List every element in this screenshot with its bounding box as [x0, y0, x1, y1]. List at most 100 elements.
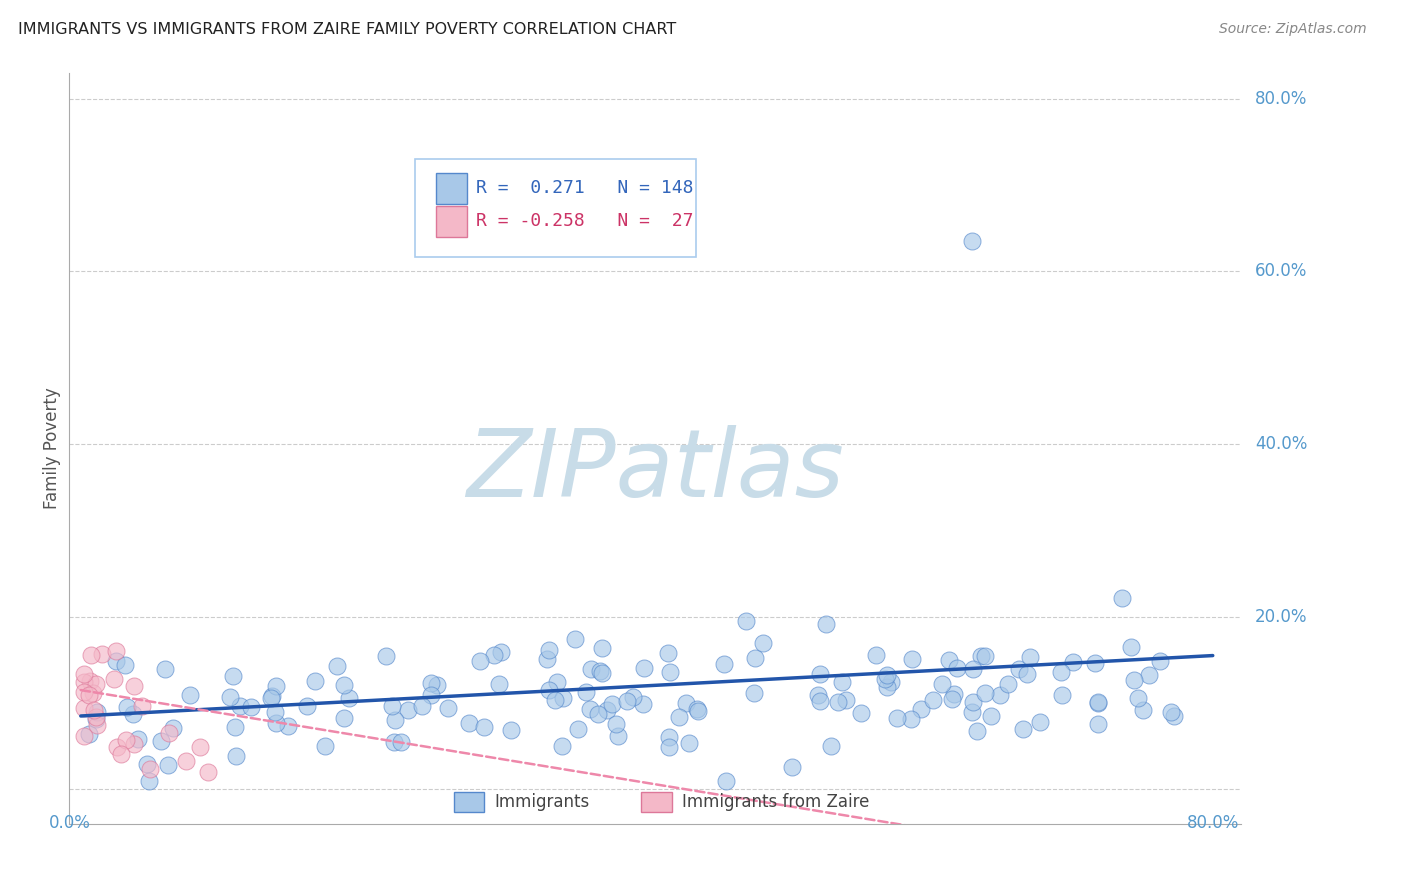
Point [332, 711, 354, 725]
Point [1050, 688, 1073, 702]
Point [1049, 665, 1071, 679]
Point [488, 676, 510, 690]
Text: 20.0%: 20.0% [1256, 607, 1308, 625]
Point [277, 719, 299, 733]
Point [713, 657, 735, 671]
Point [588, 664, 610, 678]
Point [86, 710, 108, 724]
Point [381, 699, 404, 714]
Point [782, 760, 804, 774]
Point [815, 617, 838, 632]
Point [974, 686, 997, 700]
Point [550, 739, 572, 753]
Point [229, 698, 252, 713]
Point [1160, 706, 1182, 720]
Point [876, 680, 898, 694]
Point [1163, 708, 1185, 723]
Point [966, 723, 988, 738]
Point [631, 698, 654, 712]
Point [474, 721, 496, 735]
Point [104, 654, 127, 668]
Point [880, 675, 903, 690]
Point [735, 614, 758, 628]
Point [941, 691, 963, 706]
Point [419, 676, 441, 690]
Point [831, 675, 853, 690]
Point [988, 688, 1011, 702]
Point [658, 731, 681, 745]
FancyBboxPatch shape [436, 173, 467, 204]
Text: Source: ZipAtlas.com: Source: ZipAtlas.com [1219, 22, 1367, 37]
Point [84, 677, 107, 691]
Point [668, 710, 690, 724]
Point [551, 690, 574, 705]
Point [1062, 655, 1084, 669]
Point [260, 690, 283, 705]
Point [333, 678, 356, 692]
Point [138, 762, 160, 776]
Point [960, 234, 983, 248]
Point [499, 723, 522, 738]
Point [564, 632, 586, 646]
Point [938, 653, 960, 667]
Point [84, 712, 107, 726]
Text: Immigrants from Zaire: Immigrants from Zaire [682, 793, 869, 811]
Point [396, 703, 419, 717]
Point [678, 736, 700, 750]
Point [658, 739, 681, 754]
Point [1132, 703, 1154, 717]
Point [752, 636, 775, 650]
Point [1007, 662, 1029, 676]
Point [491, 645, 513, 659]
Point [607, 729, 630, 743]
Point [536, 652, 558, 666]
Point [974, 649, 997, 664]
Point [326, 659, 349, 673]
Point [1123, 673, 1146, 688]
Point [1087, 717, 1109, 731]
Point [72, 666, 94, 681]
Point [72, 674, 94, 689]
Point [79, 689, 101, 703]
Point [962, 662, 984, 676]
Point [575, 685, 598, 699]
Point [179, 689, 201, 703]
Point [72, 729, 94, 743]
Point [605, 717, 627, 731]
Point [537, 682, 560, 697]
Point [921, 693, 943, 707]
Point [79, 673, 101, 688]
Point [886, 711, 908, 725]
Point [260, 689, 283, 703]
Point [686, 702, 709, 716]
Point [115, 733, 138, 747]
Point [419, 688, 441, 702]
Point [931, 677, 953, 691]
Point [807, 688, 830, 702]
Point [263, 705, 285, 719]
Point [72, 700, 94, 714]
Point [114, 657, 136, 672]
Point [1084, 656, 1107, 670]
Point [150, 734, 173, 748]
Point [873, 672, 896, 686]
Point [1019, 649, 1042, 664]
Point [962, 705, 984, 719]
Point [910, 702, 932, 716]
Point [876, 667, 898, 681]
Point [82, 686, 104, 700]
Point [83, 703, 105, 717]
Point [1015, 666, 1038, 681]
Point [659, 665, 682, 680]
Point [900, 713, 922, 727]
Point [91, 647, 114, 661]
Point [304, 673, 326, 688]
Point [384, 735, 406, 749]
Point [1149, 654, 1171, 668]
Point [104, 644, 127, 658]
Point [224, 720, 246, 734]
Point [901, 652, 924, 666]
Text: R = -0.258   N =  27: R = -0.258 N = 27 [477, 212, 693, 230]
Point [86, 706, 108, 720]
Y-axis label: Family Poverty: Family Poverty [44, 387, 60, 509]
